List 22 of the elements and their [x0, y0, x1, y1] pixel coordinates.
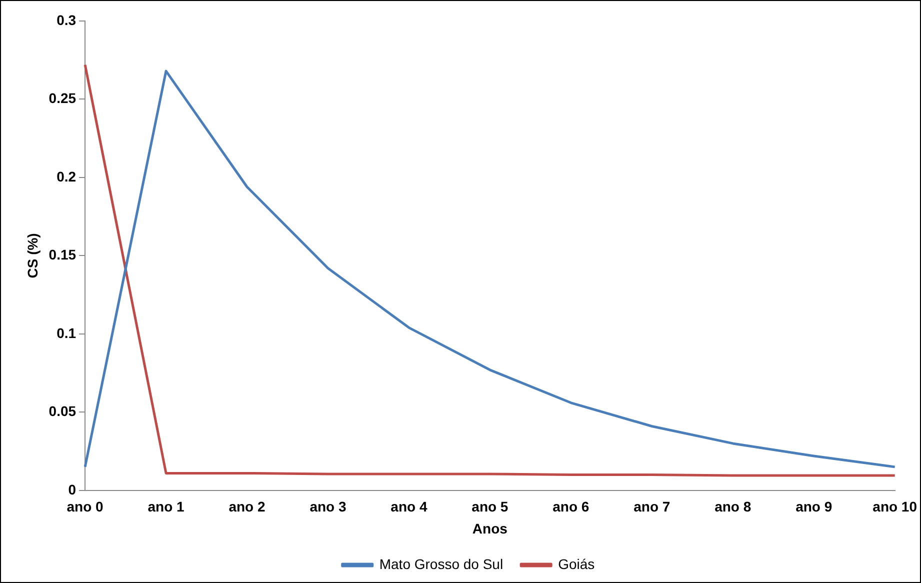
- y-tick-label: 0.1: [56, 324, 76, 341]
- x-axis-title: Anos: [472, 520, 508, 536]
- x-tick-label: ano 4: [390, 498, 428, 515]
- y-tick-label: 0.25: [48, 90, 76, 106]
- x-tick-label: ano 3: [310, 498, 346, 515]
- x-tick-label: ano 9: [796, 498, 832, 515]
- legend-label: Mato Grosso do Sul: [379, 556, 504, 572]
- x-tick-label: ano 1: [148, 498, 185, 515]
- y-tick-label: 0.15: [48, 246, 76, 263]
- x-tick-label: ano 0: [66, 498, 104, 515]
- x-tick-label: ano 10: [872, 498, 918, 515]
- y-tick-label: 0: [68, 481, 76, 498]
- legend-label: Goiás: [558, 556, 595, 572]
- y-tick-label: 0.05: [48, 403, 76, 420]
- x-tick-label: ano 8: [714, 498, 752, 515]
- y-tick-label: 0.2: [56, 168, 76, 184]
- y-tick-label: 0.3: [56, 12, 76, 28]
- y-axis-title: CS (%): [24, 233, 40, 278]
- x-tick-label: ano 6: [552, 498, 590, 515]
- x-tick-label: ano 7: [634, 498, 670, 515]
- x-tick-label: ano 2: [228, 498, 266, 515]
- x-tick-label: ano 5: [472, 498, 508, 515]
